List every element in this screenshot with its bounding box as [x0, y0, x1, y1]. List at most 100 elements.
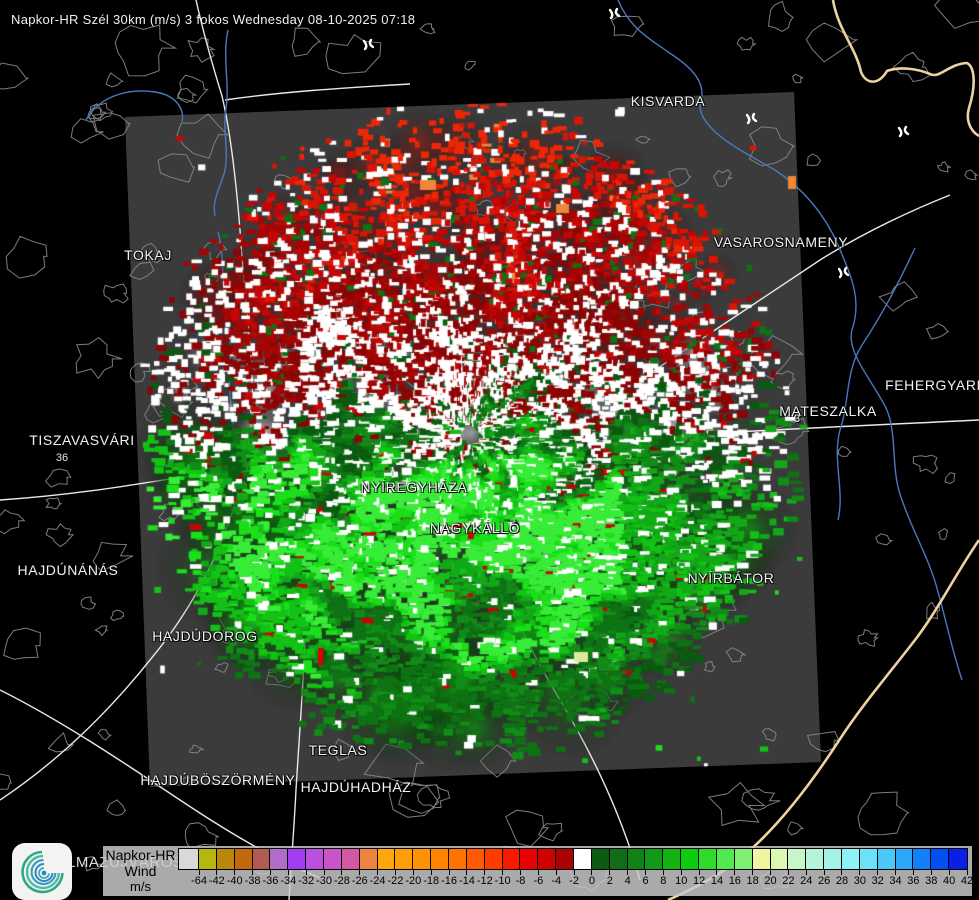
- legend-tick: [198, 870, 200, 875]
- legend-tick: [502, 870, 504, 875]
- legend-swatch: [895, 849, 914, 869]
- legend-tick: [537, 870, 539, 875]
- legend-swatch: [199, 849, 217, 869]
- legend-tick-value: 6: [642, 875, 649, 887]
- legend-swatch: [841, 849, 860, 869]
- product-title: Napkor-HR Szél 30km (m/s) 3 fokos Wednes…: [11, 12, 416, 27]
- legend-tick: [698, 870, 700, 875]
- legend-colorbar: [178, 848, 968, 870]
- legend-tick: [859, 870, 861, 875]
- legend-swatch: [484, 849, 503, 869]
- legend-tick-value: 38: [925, 875, 938, 887]
- legend-swatch: [770, 849, 789, 869]
- legend-tick: [787, 870, 789, 875]
- legend-panel: Napkor-HR Wind m/s -64 -42 -40 -38 -36 -34 -32…: [103, 846, 973, 896]
- legend-tick: [448, 870, 450, 875]
- legend-tick: [645, 870, 646, 875]
- legend-tick-value: 40: [943, 875, 956, 887]
- legend-tick-value: -36: [262, 875, 279, 887]
- legend-tick-value: 34: [889, 875, 902, 887]
- legend-tick: [930, 870, 932, 875]
- legend-tick-value: 42: [960, 875, 974, 887]
- legend-tick-value: 10: [675, 875, 688, 887]
- legend-product: Napkor-HR: [105, 847, 176, 863]
- legend-tick-value: -38: [244, 875, 261, 887]
- legend-swatch: [663, 849, 682, 869]
- legend-tick-value: -30: [316, 875, 332, 887]
- legend-tick-value: -6: [533, 875, 544, 887]
- legend-swatch: [591, 849, 610, 869]
- legend-swatch: [288, 849, 307, 869]
- legend-tick-labels: -64 -42 -40 -38 -36 -34 -32 -30 -28 -26 -24 -22 -20-…: [178, 870, 973, 894]
- legend-tick: [966, 870, 968, 875]
- legend-swatch: [324, 849, 342, 869]
- legend-swatch: [252, 849, 271, 869]
- legend-swatch: [859, 849, 878, 869]
- legend-tick-value: -4: [551, 875, 562, 887]
- legend-tick: [484, 870, 486, 875]
- legend-tick-value: 36: [907, 875, 920, 887]
- legend-tick-value: 16: [728, 875, 741, 887]
- legend-tick-value: -12: [476, 875, 493, 887]
- legend-tick-value: -2: [569, 875, 579, 887]
- legend-tick: [627, 870, 629, 875]
- legend-header: Napkor-HR Wind m/s: [103, 847, 178, 895]
- legend-tick: [752, 870, 754, 875]
- legend-swatch: [824, 849, 842, 869]
- legend-tick-value: 18: [746, 875, 759, 887]
- legend-swatch: [341, 849, 360, 869]
- legend-tick: [912, 870, 914, 875]
- legend-tick-value: -32: [298, 875, 315, 887]
- legend-swatch: [681, 849, 700, 869]
- legend-tick-value: 24: [800, 875, 813, 887]
- legend-tick-value: -42: [208, 875, 225, 887]
- legend-tick: [287, 870, 289, 875]
- legend-tick: [305, 870, 307, 875]
- legend-tick-value: 28: [835, 875, 849, 887]
- legend-tick-value: -28: [333, 875, 350, 887]
- legend-tick: [234, 870, 236, 875]
- legend-tick-value: -22: [387, 875, 404, 887]
- spiral-icon: [21, 850, 64, 894]
- legend-swatch: [395, 849, 414, 869]
- legend-tick-value: -18: [423, 875, 440, 887]
- legend-tick-value: -10: [494, 875, 511, 887]
- legend-tick-value: -34: [280, 875, 297, 887]
- legend-tick: [662, 870, 664, 875]
- legend-swatch: [413, 849, 432, 869]
- legend-tick-value: 26: [817, 875, 831, 887]
- legend-swatch: [574, 849, 592, 869]
- legend-tick: [770, 870, 772, 875]
- legend-tick: [877, 870, 879, 875]
- legend-tick: [412, 870, 414, 875]
- legend-tick: [609, 870, 611, 875]
- legend-swatch: [179, 849, 199, 869]
- legend-swatch: [520, 849, 539, 869]
- legend-tick: [895, 870, 897, 875]
- legend-tick: [680, 870, 682, 875]
- legend-units: m/s: [130, 879, 151, 894]
- legend-tick: [359, 870, 361, 875]
- legend-swatch: [806, 849, 825, 869]
- legend-field: Wind: [124, 863, 157, 879]
- legend-swatch: [556, 849, 575, 869]
- legend-tick: [734, 870, 736, 875]
- legend-tick-value: 0: [588, 875, 595, 887]
- legend-swatch: [788, 849, 807, 869]
- legend-swatch: [538, 849, 557, 869]
- legend-tick-value: 8: [660, 875, 667, 887]
- legend-swatch: [359, 849, 378, 869]
- legend-tick-value: 20: [764, 875, 777, 887]
- legend-swatch: [949, 849, 967, 869]
- legend-swatch: [306, 849, 325, 869]
- legend-tick-value: -24: [369, 875, 386, 887]
- legend-tick-value: 32: [871, 875, 884, 887]
- legend-tick-value: -8: [515, 875, 526, 887]
- legend-swatch: [913, 849, 932, 869]
- legend-tick: [519, 870, 521, 875]
- legend-swatch: [752, 849, 771, 869]
- legend-swatch: [645, 849, 664, 869]
- legend-swatch: [877, 849, 896, 869]
- legend-tick: [377, 870, 379, 875]
- legend-swatch: [431, 849, 450, 869]
